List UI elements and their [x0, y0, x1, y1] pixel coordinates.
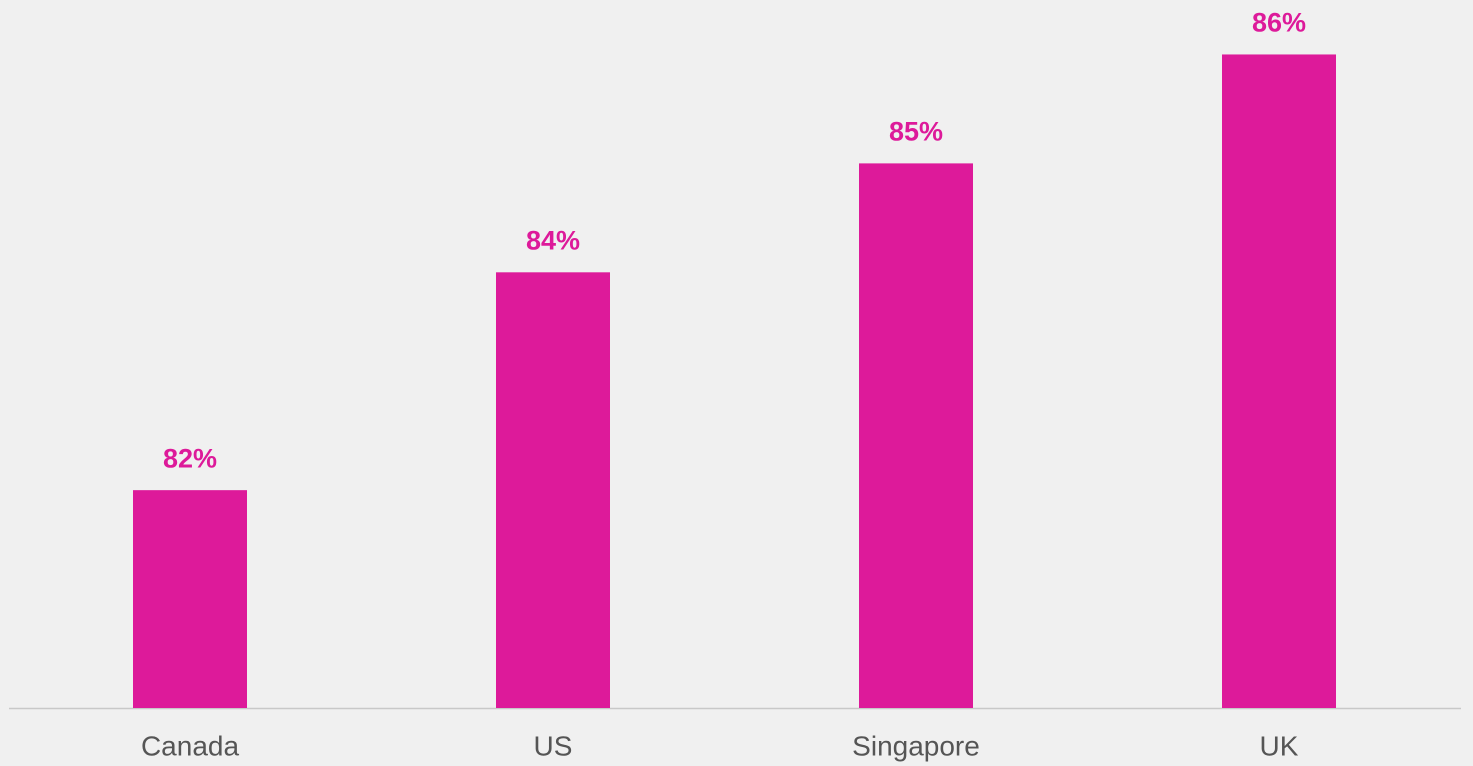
bar — [1222, 54, 1336, 708]
value-label: 82% — [163, 443, 217, 473]
x-tick-label: UK — [1260, 730, 1299, 761]
bar — [496, 272, 610, 708]
bar — [859, 163, 973, 708]
value-label: 85% — [889, 117, 943, 147]
x-tick-label: Singapore — [852, 730, 980, 761]
x-tick-label: Canada — [141, 730, 240, 761]
x-tick-label: US — [534, 730, 573, 761]
value-label: 84% — [526, 225, 580, 255]
bar — [133, 490, 247, 708]
value-label: 86% — [1252, 8, 1306, 38]
